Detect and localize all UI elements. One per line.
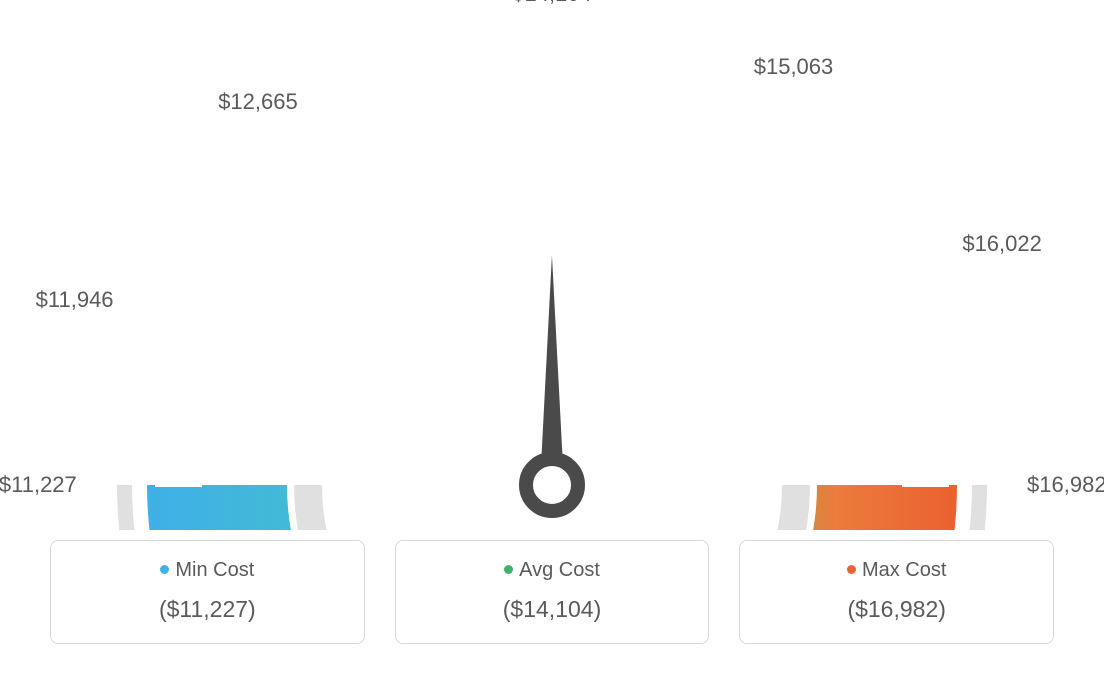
legend-avg-title-text: Avg Cost: [519, 559, 600, 581]
gauge-minor-tick: [237, 243, 261, 261]
gauge-major-tick: [727, 141, 751, 182]
gauge-tick-label: $14,104: [512, 0, 592, 7]
gauge-major-tick: [185, 333, 228, 351]
legend-avg-value: ($14,104): [406, 596, 699, 623]
gauge-minor-tick: [906, 382, 935, 390]
gauge-major-tick: [855, 287, 896, 311]
legend-max-title-text: Max Cost: [862, 559, 946, 581]
gauge-tick-label: $11,946: [36, 287, 114, 313]
legend-card-max: Max Cost ($16,982): [739, 540, 1054, 644]
legend-row: Min Cost ($11,227) Avg Cost ($14,104) Ma…: [0, 540, 1104, 644]
dot-min-icon: [160, 565, 169, 574]
gauge-minor-tick: [163, 408, 192, 414]
gauge-tick-label: $16,982: [1027, 472, 1104, 498]
legend-min-value: ($11,227): [61, 596, 354, 623]
gauge-svg: [0, 0, 1104, 530]
legend-max-title: Max Cost: [750, 559, 1043, 582]
gauge-tick-label: $11,227: [0, 472, 77, 498]
legend-min-title: Min Cost: [61, 559, 354, 582]
gauge-minor-tick: [812, 204, 833, 225]
cost-gauge: $11,227 $11,946 $12,665 $14,104 $15,063 $16,0…: [0, 0, 1104, 530]
legend-min-title-text: Min Cost: [175, 559, 254, 581]
gauge-minor-tick: [424, 109, 434, 137]
gauge-minor-tick: [647, 102, 655, 131]
legend-card-min: Min Cost ($11,227): [50, 540, 365, 644]
gauge-tick-label: $15,063: [754, 54, 834, 80]
legend-card-avg: Avg Cost ($14,104): [395, 540, 710, 644]
legend-avg-title: Avg Cost: [406, 559, 699, 582]
dot-max-icon: [847, 565, 856, 574]
gauge-tick-label: $16,022: [962, 231, 1042, 257]
gauge-tick-label: $12,665: [218, 89, 298, 115]
gauge-hub: [526, 459, 578, 511]
legend-max-value: ($16,982): [750, 596, 1043, 623]
dot-avg-icon: [504, 565, 513, 574]
gauge-major-tick: [310, 170, 339, 207]
gauge-needle: [540, 255, 564, 485]
